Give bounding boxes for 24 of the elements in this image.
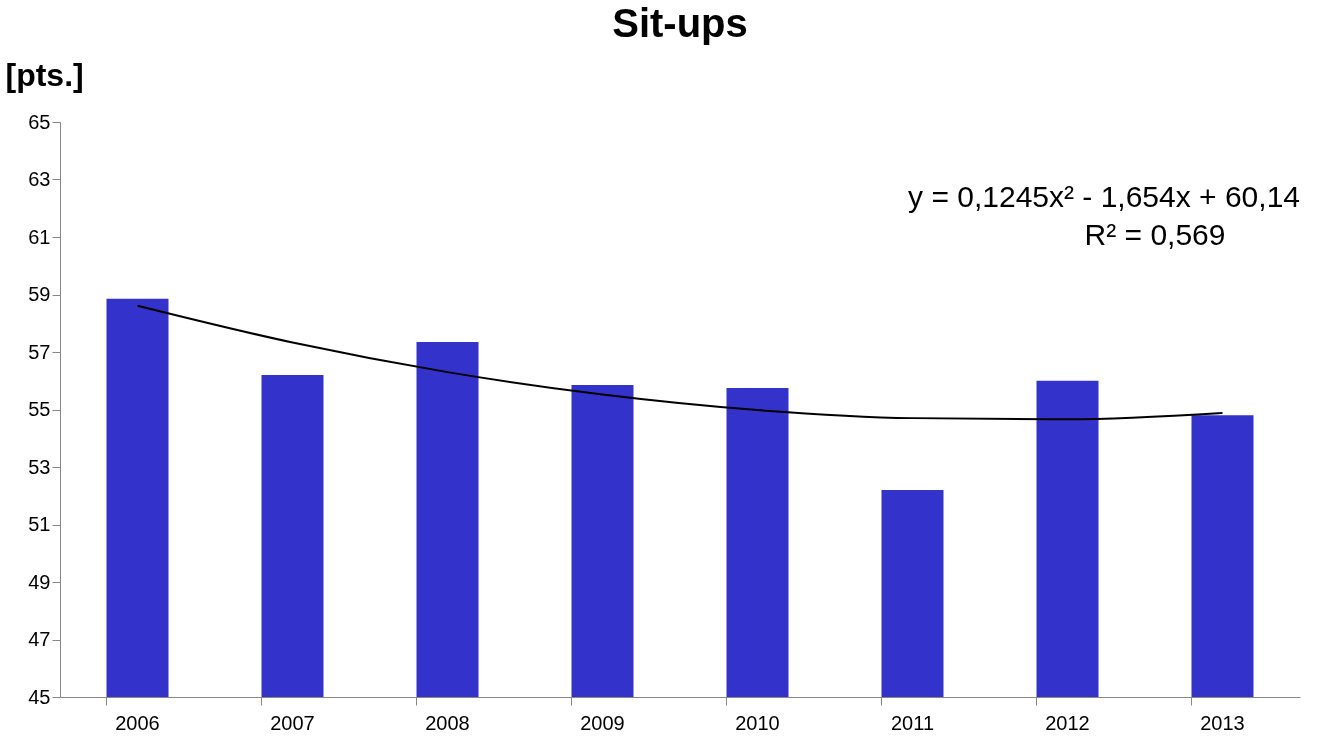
y-tick-label: 59 [28, 283, 51, 305]
x-tick-label: 2006 [115, 711, 160, 734]
y-tick-label: 55 [28, 398, 51, 420]
annotation: R² = 0,569 [1084, 218, 1226, 251]
x-tick-label: 2012 [1045, 711, 1090, 734]
x-tick-label: 2007 [270, 711, 315, 734]
y-tick-label: 47 [28, 628, 51, 650]
y-tick-label: 51 [28, 513, 51, 535]
line-series [136, 304, 1224, 421]
y-tick-label: 61 [28, 225, 51, 248]
annotation: y = 0,1245x² - 1,654x + 60,14 [908, 180, 1300, 213]
y-tick-label: 53 [28, 455, 51, 478]
y-axis-title: [pts.] [5, 56, 84, 93]
chart-title: Sit-ups [612, 1, 748, 45]
y-tick-label: 65 [28, 110, 51, 133]
x-tick-label: 2013 [1200, 711, 1245, 734]
x-tick-label: 2011 [890, 711, 935, 734]
y-tick-label: 49 [28, 570, 51, 593]
x-tick-label: 2009 [580, 711, 625, 734]
y-tick-label: 45 [28, 685, 51, 708]
y-tick-label: 57 [28, 340, 51, 363]
x-tick-label: 2010 [735, 711, 780, 734]
x-tick-label: 2008 [425, 711, 470, 734]
y-tick-label: 63 [28, 168, 51, 190]
